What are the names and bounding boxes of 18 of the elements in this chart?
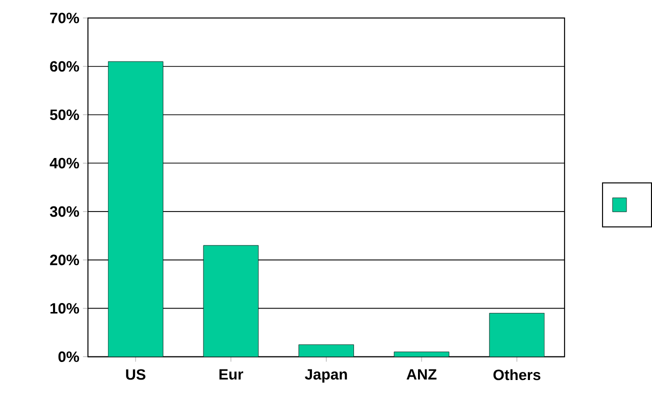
x-tick-label: Others [493,369,540,380]
y-tick-label: 40% [50,158,80,169]
y-tick-label: 60% [50,61,80,72]
bar [489,313,545,357]
y-tick-label: 30% [50,206,80,218]
y-tick-label: 20% [50,254,80,266]
y-tick-label: 0% [58,352,80,362]
bar [394,352,450,357]
y-tick-label: 10% [50,303,80,314]
y-tick-label: 70% [50,12,80,24]
bar [203,245,259,357]
x-tick-label: Eur [219,369,244,380]
x-tick-label: ANZ [406,369,436,380]
y-tick-label: 50% [50,110,80,120]
x-tick-label: Japan [304,369,347,383]
bar [298,344,354,357]
x-tick-label: US [126,369,146,380]
bar [108,61,164,357]
